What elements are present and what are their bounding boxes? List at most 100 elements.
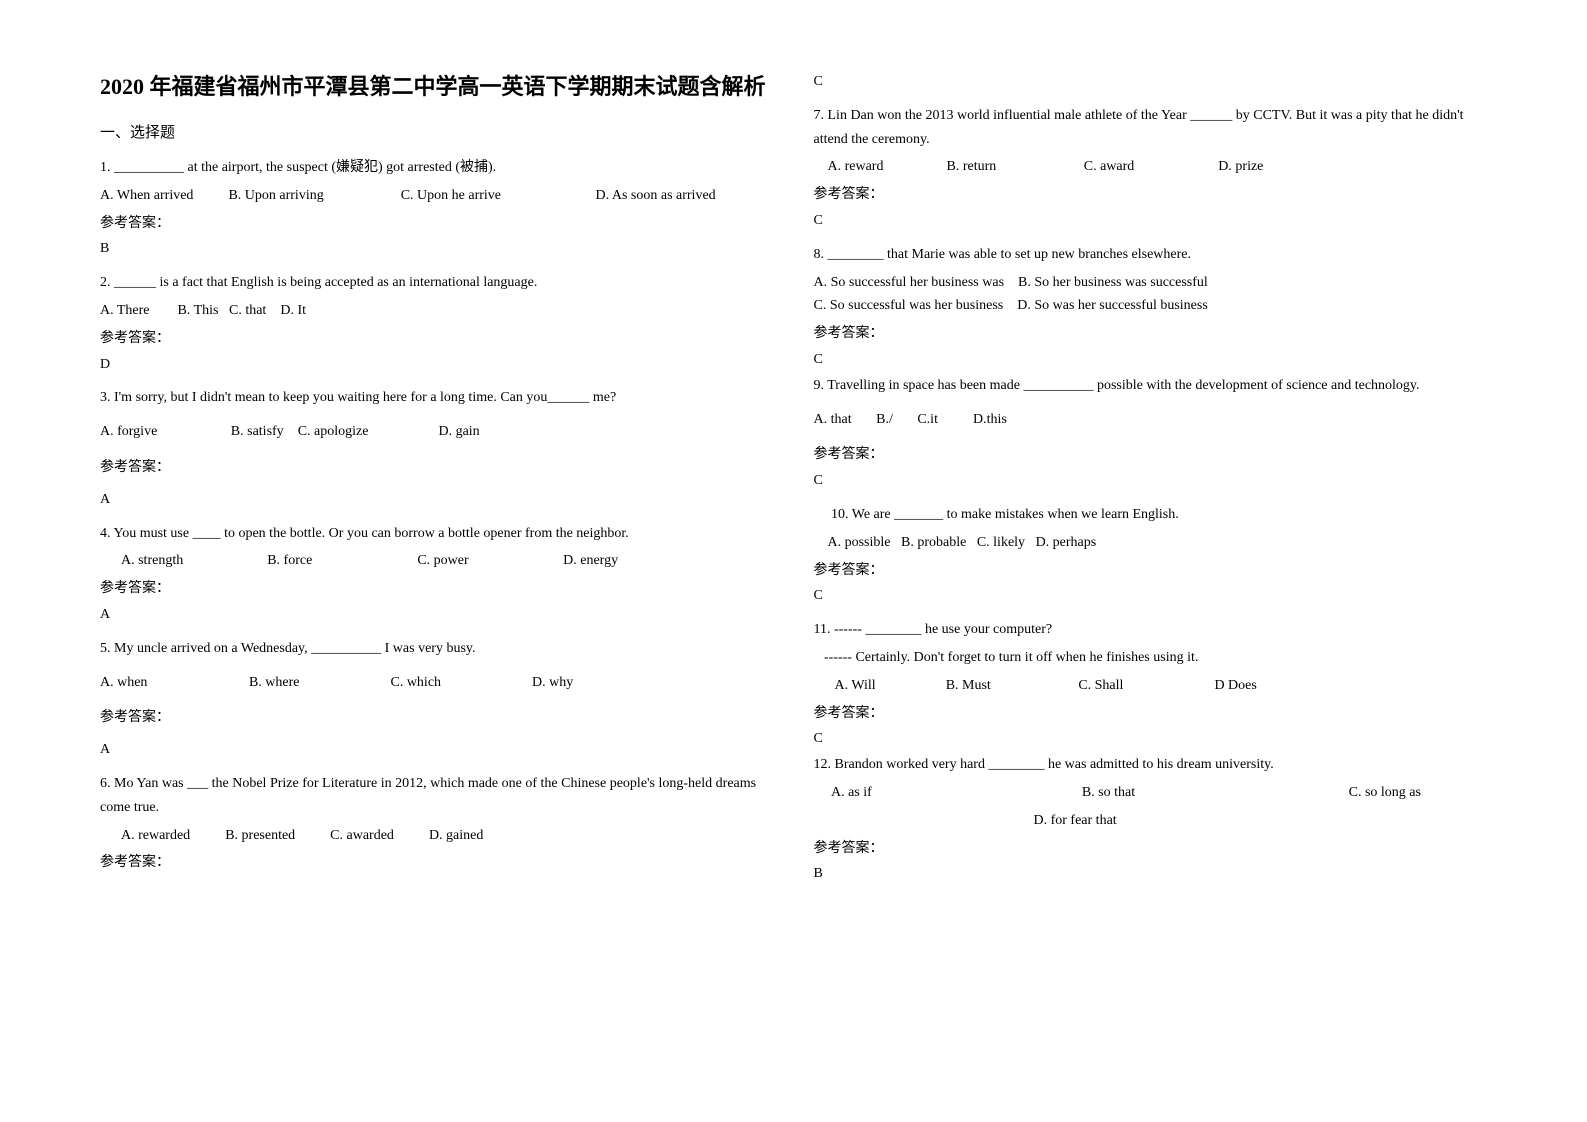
option-d: D. perhaps (1036, 531, 1097, 555)
option-a: A. possible (828, 531, 891, 555)
option-c: C. so long as (1349, 781, 1421, 805)
option-d: D.this (973, 408, 1007, 432)
answer-label: 参考答案： (100, 577, 774, 601)
question-8-answer: C (814, 348, 1488, 372)
question-text: __________ at the airport, the suspect (… (114, 160, 496, 175)
question-5: 5. My uncle arrived on a Wednesday, ____… (100, 637, 774, 661)
question-2: 2. ______ is a fact that English is bein… (100, 271, 774, 295)
option-b: B./ (876, 408, 893, 432)
option-a: A. There (100, 299, 150, 323)
option-d: D. prize (1218, 155, 1263, 179)
option-a: A. when (100, 671, 147, 695)
option-d: D. As soon as arrived (596, 184, 716, 208)
question-11: 11. ------ ________ he use your computer… (814, 618, 1488, 642)
option-c: C. that (229, 299, 266, 323)
option-d: D. gained (429, 824, 483, 848)
question-text: ______ is a fact that English is being a… (114, 275, 537, 290)
question-8: 8. ________ that Marie was able to set u… (814, 243, 1488, 267)
question-text: I'm sorry, but I didn't mean to keep you… (114, 390, 616, 405)
option-c: C. apologize (298, 420, 369, 444)
option-b: B. probable (901, 531, 966, 555)
question-3-answer: A (100, 488, 774, 512)
option-b: B. satisfy (231, 420, 284, 444)
question-text-a: ------ ________ he use your computer? (834, 622, 1052, 637)
option-b: B. So her business was successful (1018, 275, 1208, 290)
question-6-options: A. rewarded B. presented C. awarded D. g… (100, 824, 774, 848)
question-4-answer: A (100, 603, 774, 627)
question-text: My uncle arrived on a Wednesday, _______… (114, 641, 476, 656)
question-text: Travelling in space has been made ______… (827, 378, 1419, 393)
option-b: B. Must (946, 674, 991, 698)
option-c: C. which (390, 671, 441, 695)
option-b: B. so that (1082, 781, 1135, 805)
question-3: 3. I'm sorry, but I didn't mean to keep … (100, 386, 774, 410)
answer-label: 参考答案： (814, 559, 1488, 583)
question-9: 9. Travelling in space has been made ___… (814, 374, 1488, 398)
exam-title: 2020 年福建省福州市平潭县第二中学高一英语下学期期末试题含解析 (100, 70, 774, 103)
answer-label: 参考答案： (100, 212, 774, 236)
question-10: 10. We are _______ to make mistakes when… (814, 503, 1488, 527)
answer-label: 参考答案： (814, 183, 1488, 207)
option-b: B. Upon arriving (228, 184, 323, 208)
option-c: C. So successful was her business (814, 298, 1004, 313)
question-1-options: A. When arrived B. Upon arriving C. Upon… (100, 184, 774, 208)
option-b: B. where (249, 671, 300, 695)
question-text: We are _______ to make mistakes when we … (852, 507, 1179, 522)
answer-label: 参考答案： (100, 327, 774, 351)
question-11b: ------ Certainly. Don't forget to turn i… (814, 646, 1488, 670)
question-text-b: ------ Certainly. Don't forget to turn i… (824, 650, 1198, 665)
option-a: A. Will (835, 674, 876, 698)
option-b: B. This (178, 299, 219, 323)
question-6-answer: C (814, 70, 1488, 94)
answer-label: 参考答案： (814, 702, 1488, 726)
option-c: C. awarded (330, 824, 394, 848)
answer-label: 参考答案： (100, 851, 774, 875)
option-d: D. why (532, 671, 573, 695)
question-10-answer: C (814, 584, 1488, 608)
option-d: D. energy (563, 549, 618, 573)
question-12: 12. Brandon worked very hard ________ he… (814, 753, 1488, 777)
option-b: B. return (946, 155, 996, 179)
option-c: C. award (1084, 155, 1135, 179)
answer-label: 参考答案： (814, 837, 1488, 861)
question-11-options: A. Will B. Must C. Shall D Does (814, 674, 1488, 698)
section-heading: 一、选择题 (100, 121, 774, 142)
question-4: 4. You must use ____ to open the bottle.… (100, 522, 774, 546)
question-number: 4. (100, 526, 111, 541)
option-c: C. Shall (1078, 674, 1123, 698)
question-11-answer: C (814, 727, 1488, 751)
question-12-options: A. as if B. so that C. so long as (814, 781, 1488, 805)
question-number: 10. (831, 507, 849, 522)
question-1: 1. __________ at the airport, the suspec… (100, 156, 774, 180)
question-number: 11. (814, 622, 831, 637)
option-b: B. presented (225, 824, 295, 848)
exam-page: 2020 年福建省福州市平潭县第二中学高一英语下学期期末试题含解析 一、选择题 … (0, 0, 1587, 936)
option-a: A. reward (828, 155, 884, 179)
option-d: D. It (280, 299, 306, 323)
question-number: 1. (100, 160, 111, 175)
question-text: Brandon worked very hard ________ he was… (835, 757, 1274, 772)
question-9-answer: C (814, 469, 1488, 493)
option-c: C. likely (977, 531, 1025, 555)
question-number: 12. (814, 757, 832, 772)
option-a: A. that (814, 408, 852, 432)
option-a: A. strength (121, 549, 183, 573)
option-a: A. forgive (100, 420, 157, 444)
option-a: A. rewarded (121, 824, 190, 848)
left-column: 2020 年福建省福州市平潭县第二中学高一英语下学期期末试题含解析 一、选择题 … (100, 70, 774, 896)
option-a: A. as if (831, 781, 872, 805)
option-d: D. for fear that (1034, 813, 1117, 828)
question-number: 7. (814, 108, 825, 123)
option-c: C.it (917, 408, 938, 432)
answer-label: 参考答案： (814, 443, 1488, 467)
question-text: You must use ____ to open the bottle. Or… (113, 526, 628, 541)
question-4-options: A. strength B. force C. power D. energy (100, 549, 774, 573)
question-5-options: A. when B. where C. which D. why (100, 671, 774, 695)
question-10-options: A. possible B. probable C. likely D. per… (814, 531, 1488, 555)
question-2-answer: D (100, 353, 774, 377)
question-number: 9. (814, 378, 825, 393)
question-12-answer: B (814, 862, 1488, 886)
option-c: C. Upon he arrive (401, 184, 501, 208)
option-d: D. So was her successful business (1017, 298, 1208, 313)
question-12-options-2: D. for fear that (814, 809, 1488, 833)
